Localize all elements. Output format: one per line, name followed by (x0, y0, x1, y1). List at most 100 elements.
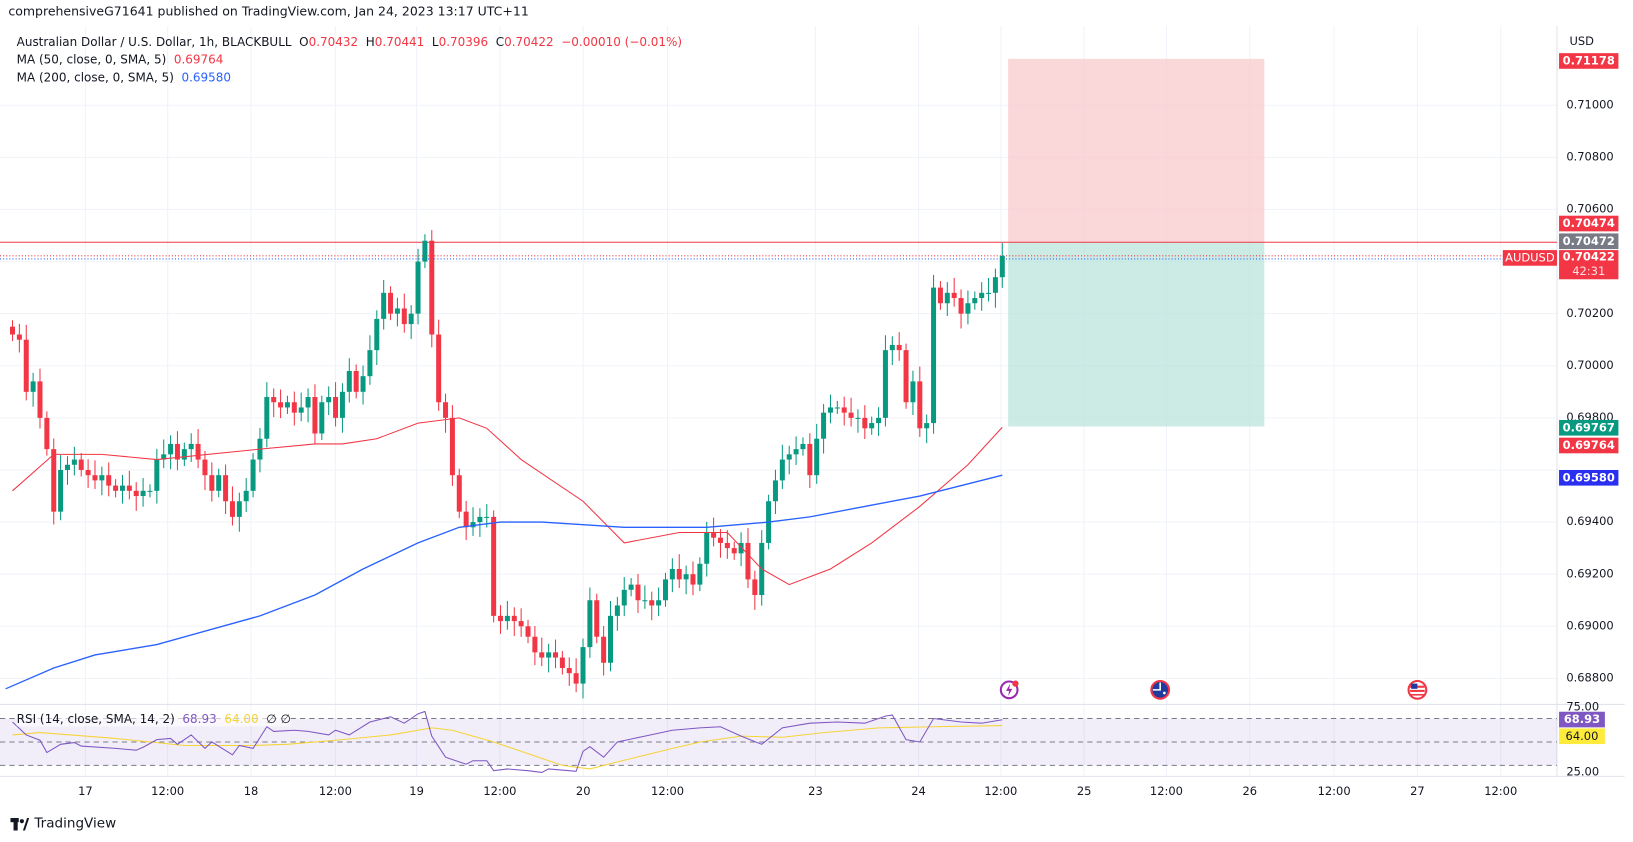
time-tick-label: 26 (1242, 784, 1258, 799)
candle-body (99, 475, 105, 481)
rsi-legend[interactable]: RSI (14, close, SMA, 14, 2) 68.93 64.00 … (16, 711, 291, 727)
candle-body (601, 636, 607, 663)
candle-body (92, 475, 98, 481)
rsi-ma-line (12, 725, 1003, 770)
candle-body (147, 490, 153, 492)
candle-body (133, 490, 139, 497)
candle-body (9, 326, 15, 335)
ma50-price-badge: 0.69764 (1559, 437, 1619, 454)
candle-body (498, 615, 504, 622)
symbol-badge: AUDUSD (1502, 250, 1557, 266)
price-tick-label: 0.69000 (1566, 618, 1614, 633)
ma50-legend[interactable]: MA (50, close, 0, SMA, 5) 0.69764 (17, 52, 224, 67)
candle-body (628, 584, 634, 590)
candle-body (992, 277, 998, 293)
candle-body (388, 292, 394, 314)
candle-body (367, 350, 373, 377)
candle-body (848, 412, 854, 418)
candle-body (401, 308, 407, 325)
target-price-badge: 0.71178 (1559, 53, 1619, 69)
candle-body (333, 397, 339, 418)
candle-body (271, 397, 277, 403)
symbol-legend: Australian Dollar / U.S. Dollar, 1h, BLA… (17, 34, 682, 49)
candle-body (126, 485, 132, 491)
candle-body (745, 542, 751, 580)
price-tick-label: 0.71000 (1566, 97, 1614, 112)
candle-body (614, 605, 620, 616)
price-tick-label: 0.70200 (1566, 306, 1614, 320)
rsi-value: 68.93 (182, 711, 217, 727)
candle-body (174, 443, 180, 460)
ma200-value: 0.69580 (181, 69, 232, 85)
candle-body (64, 464, 70, 470)
candle-body (573, 673, 579, 684)
time-tick-label: 17 (78, 784, 93, 799)
high-value: 0.70441 (374, 34, 425, 49)
candle-body (683, 574, 689, 580)
ma200-line (5, 474, 1003, 690)
ma50-label: MA (50, close, 0, SMA, 5) (16, 52, 167, 67)
symbol-description: Australian Dollar / U.S. Dollar, 1h, BLA… (16, 34, 292, 49)
tradingview-logo[interactable]: TradingView (10, 816, 116, 832)
ma200-legend[interactable]: MA (200, close, 0, SMA, 5) 0.69580 (17, 70, 231, 85)
price-tick-label: 0.70000 (1566, 358, 1614, 373)
us-event-icon[interactable] (1407, 679, 1428, 704)
candle-body (319, 402, 325, 434)
candle-body (566, 667, 572, 674)
time-tick-label: 18 (243, 784, 259, 799)
candle-body (449, 417, 455, 476)
candle-body (477, 516, 483, 523)
price-tick-label: 0.70600 (1566, 202, 1614, 216)
candle-body (738, 542, 744, 554)
candle-body (346, 370, 352, 392)
candle-body (559, 657, 565, 668)
australia-event-icon[interactable] (1150, 679, 1171, 704)
candle-body (161, 454, 167, 460)
time-tick-label: 23 (808, 784, 823, 799)
time-tick-label: 12:00 (151, 784, 185, 799)
candle-body (580, 647, 586, 684)
reward-zone (1008, 242, 1265, 427)
rsi-label: RSI (14, close, SMA, 14, 2) (16, 711, 175, 727)
dividend-event-icon[interactable] (999, 679, 1020, 704)
candle-body (511, 615, 517, 622)
rsi-badge: 68.93 (1559, 711, 1605, 728)
candle-body (621, 589, 627, 606)
candle-body (587, 600, 593, 648)
risk-zone (1008, 58, 1265, 243)
candle-body (381, 292, 387, 319)
candle-body (154, 459, 160, 491)
candle-body (188, 443, 194, 450)
stop-price-badge: 0.70474 (1559, 215, 1619, 232)
entry-price-badge: 0.69767 (1559, 419, 1619, 436)
candle-body (463, 511, 469, 528)
ma50-value: 0.69764 (173, 52, 224, 67)
candle-body (903, 350, 909, 403)
candle-body (752, 579, 758, 596)
candle-body (202, 459, 208, 476)
candle-body (951, 292, 957, 299)
candle-body (456, 475, 462, 512)
candle-body (243, 490, 249, 502)
time-tick-label: 25 (1076, 784, 1092, 799)
candle-body (917, 381, 923, 429)
candle-body (415, 261, 421, 314)
candle-body (429, 240, 435, 335)
candle-body (656, 600, 662, 606)
candle-body (841, 407, 847, 413)
candle-body (553, 652, 559, 658)
last-price: 0.70422 (1562, 250, 1615, 264)
time-tick-label: 12:00 (318, 784, 352, 799)
candle-body (697, 563, 703, 585)
rsi-tick-label: 25.00 (1566, 764, 1600, 779)
candle-body (539, 652, 545, 658)
candle-body (635, 584, 641, 601)
candle-body (195, 443, 201, 460)
candle-body (669, 568, 675, 580)
time-tick-label: 12:00 (984, 784, 1018, 799)
candle-body (229, 501, 235, 517)
candle-body (339, 391, 345, 418)
price-tick-label: 0.68800 (1566, 671, 1614, 685)
